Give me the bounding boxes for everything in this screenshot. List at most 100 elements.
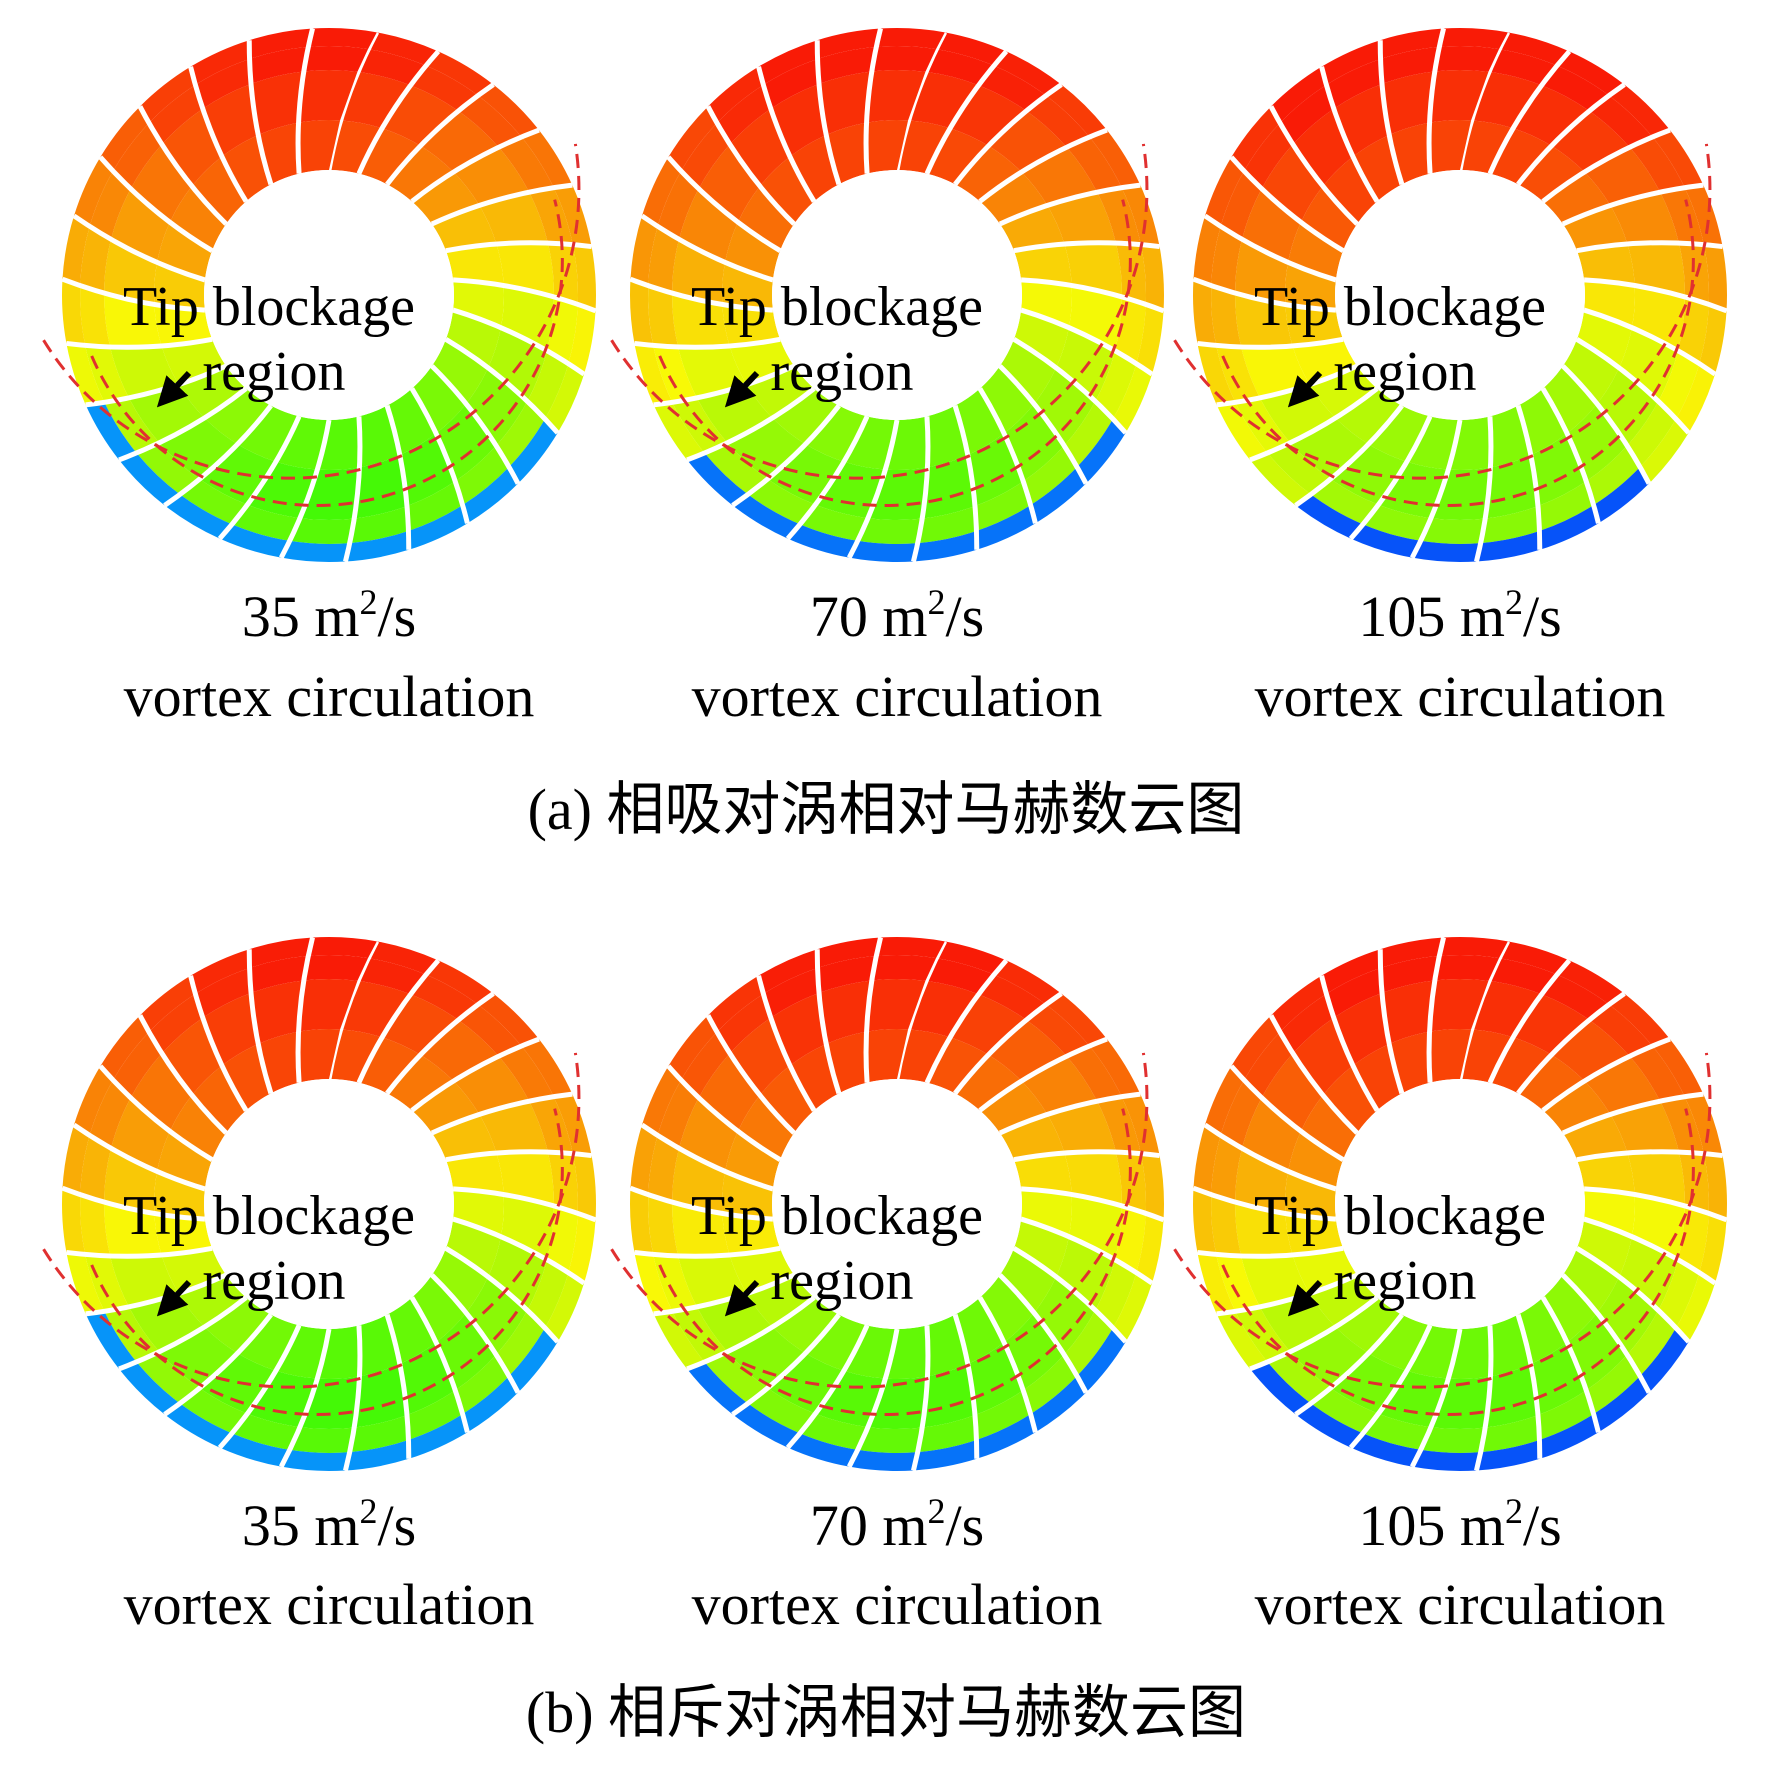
contour-cell [1498, 941, 1570, 975]
contour-cell [1250, 453, 1312, 506]
blockage-outline [1173, 1052, 1712, 1389]
annotation: Tip blockage [691, 1185, 983, 1247]
contour-cell [496, 1151, 554, 1206]
contour-cell [436, 403, 497, 481]
contour-cell [79, 285, 111, 348]
contour-cell [817, 937, 881, 969]
subfigure-label: vortex circulation [692, 664, 1103, 729]
contour-cell [1004, 1312, 1065, 1390]
label-text: /s [1523, 1493, 1562, 1558]
contour-cell [411, 1275, 467, 1343]
subfigure-label: vortex circulation [1255, 1572, 1666, 1637]
contour-cell [1518, 1054, 1585, 1111]
blade [686, 1295, 816, 1372]
contour-cell [112, 123, 162, 190]
blade [1020, 1186, 1165, 1223]
contour-cell [913, 1439, 977, 1471]
contour-cell [297, 70, 358, 123]
contour-cell [345, 530, 409, 562]
contour-cell [1488, 49, 1557, 86]
contour-cell [496, 1309, 546, 1376]
blade [978, 127, 1108, 204]
blade [1583, 307, 1717, 377]
contour-cell [411, 366, 467, 434]
contour-cell [707, 66, 764, 124]
contour-cell [1703, 244, 1727, 311]
blockage-outline [658, 199, 1132, 507]
label-text: /s [377, 1493, 416, 1558]
contour-plot [610, 27, 1165, 563]
contour-cell [1488, 958, 1557, 995]
blade [1561, 182, 1704, 227]
contour-cell [975, 480, 1031, 531]
contour-cell [232, 504, 301, 541]
contour-cell [707, 975, 764, 1033]
contour-cell [922, 454, 976, 519]
contour-cell [647, 1194, 679, 1257]
contour-cell [722, 305, 781, 347]
contour-cell [1136, 304, 1164, 375]
label-superscript: 2 [927, 582, 945, 622]
contour-cell [1235, 1202, 1293, 1257]
contour-cell [1518, 145, 1585, 202]
contour-cell [1541, 974, 1609, 1020]
blade [343, 1325, 363, 1472]
contour-cell [955, 388, 1005, 455]
contour-cell [1608, 993, 1670, 1046]
contour-cell [1471, 980, 1542, 1038]
blade [1487, 49, 1572, 175]
contour-cell [630, 1124, 658, 1195]
blade [1426, 27, 1446, 174]
contour-cell [455, 445, 510, 505]
contour-cell [978, 65, 1046, 111]
blade [452, 277, 597, 314]
contour-cell [545, 1272, 585, 1342]
contour-cell [716, 994, 771, 1054]
contour-cell [568, 1213, 596, 1284]
blade [1229, 155, 1345, 253]
annotation: Tip blockage [1254, 1185, 1546, 1247]
contour-cell [672, 1202, 730, 1257]
blade [952, 1313, 980, 1459]
contour-cell [89, 1080, 131, 1149]
blade [705, 105, 796, 226]
contour-cell [1658, 1259, 1700, 1328]
contour-cell [431, 1248, 489, 1313]
contour-cell [871, 46, 936, 72]
contour-cell [668, 106, 717, 172]
subfigure-label: vortex circulation [124, 1572, 535, 1637]
blade [452, 1216, 586, 1286]
contour-cell [1292, 1018, 1353, 1096]
contour-cell [1576, 243, 1635, 285]
blade [217, 415, 302, 541]
contour-cell [367, 32, 439, 66]
blade [66, 1245, 213, 1259]
contour-cell [358, 128, 420, 185]
contour-cell [73, 157, 113, 227]
contour-cell [479, 1100, 548, 1153]
contour-cell [281, 540, 351, 563]
label-text: 70 m [810, 1493, 928, 1558]
contour-cell [1300, 186, 1358, 251]
blade [1516, 82, 1626, 186]
contour-cell [238, 1314, 300, 1371]
contour-cell [1584, 1188, 1635, 1237]
contour-cell [748, 479, 816, 525]
contour-cell [1428, 70, 1489, 123]
blade [188, 975, 249, 1112]
contour-cell [249, 28, 313, 60]
contour-cell [1115, 296, 1146, 364]
contour-cell [250, 71, 304, 136]
contour-cell [1136, 1213, 1164, 1284]
blade [686, 386, 816, 463]
contour-cell [1703, 1153, 1727, 1220]
contour-cell [112, 1032, 162, 1099]
contour-cell [453, 279, 504, 328]
contour-cell [1023, 1354, 1078, 1414]
contour-cell [1684, 1094, 1723, 1156]
contour-cell [758, 40, 818, 86]
contour-cell [1438, 937, 1508, 959]
blade [666, 1064, 782, 1162]
contour-cell [477, 84, 539, 137]
blade [430, 1273, 521, 1394]
